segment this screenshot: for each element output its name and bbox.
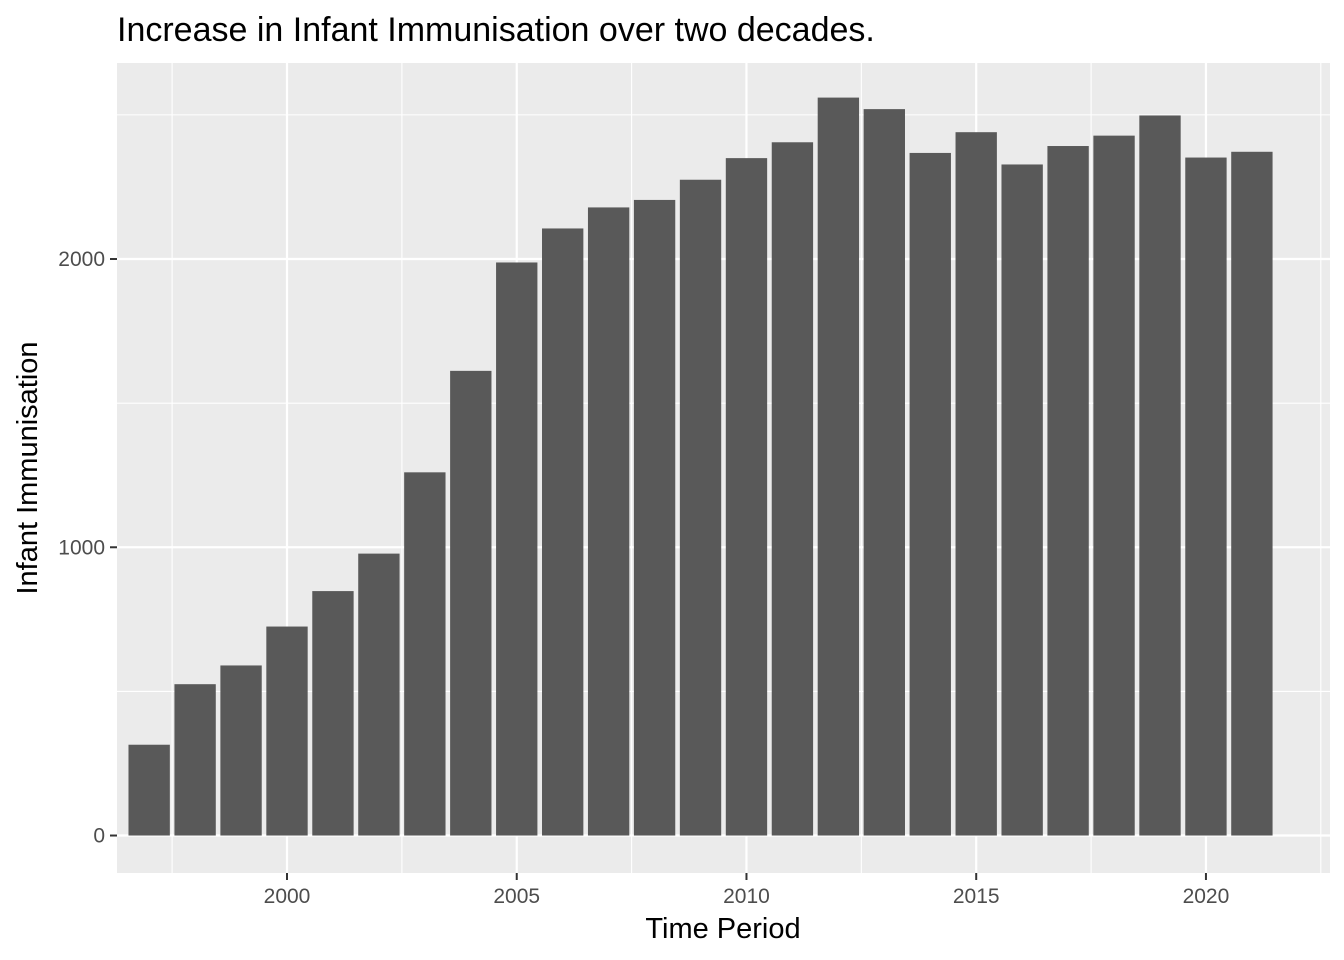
y-axis: 0 1000 2000: [58, 248, 117, 848]
bar: [1093, 135, 1135, 836]
bar: [771, 142, 814, 836]
bars: [128, 97, 1273, 836]
bar: [679, 179, 722, 836]
bar: [863, 109, 905, 836]
bar: [1139, 115, 1181, 836]
bar: [909, 152, 951, 836]
y-tick-label: 1000: [58, 536, 105, 559]
x-tick-label: 2015: [953, 885, 1000, 908]
bar: [496, 262, 538, 836]
chart-title: Increase in Infant Immunisation over two…: [117, 11, 875, 49]
x-tick-label: 2020: [1183, 885, 1230, 908]
x-axis: 2000 2005 2010 2015 2020: [264, 873, 1230, 908]
x-tick-label: 2000: [264, 885, 311, 908]
bar: [817, 97, 860, 836]
bar: [312, 591, 354, 836]
x-axis-title: Time Period: [645, 913, 800, 945]
bar: [587, 207, 630, 836]
bar: [358, 553, 400, 836]
bar: [220, 665, 262, 836]
bar: [1185, 157, 1227, 836]
bar: [955, 132, 997, 836]
bar: [725, 158, 768, 836]
bar: [1001, 164, 1043, 836]
x-tick-label: 2010: [723, 885, 770, 908]
bar: [174, 684, 216, 836]
bar: [450, 370, 492, 836]
bar: [633, 199, 676, 836]
bar: [128, 744, 170, 836]
y-tick-label: 0: [93, 825, 105, 848]
bar: [542, 228, 584, 836]
bar: [266, 626, 308, 836]
bar: [1047, 146, 1089, 836]
y-axis-title: Infant Immunisation: [12, 341, 44, 594]
y-tick-label: 2000: [58, 248, 105, 271]
x-tick-label: 2005: [493, 885, 540, 908]
bar: [1231, 151, 1273, 836]
bar: [404, 472, 446, 836]
